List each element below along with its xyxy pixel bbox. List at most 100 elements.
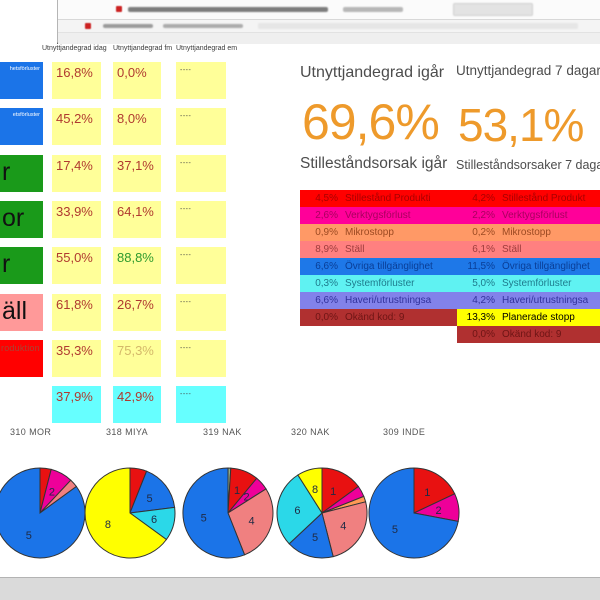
- downtime-yesterday-title: Stilleståndsorsak igår: [300, 155, 448, 172]
- legend-row: 13,3% Planerade stopp: [457, 309, 600, 326]
- legend-row: 0,2% Mikrostopp: [457, 224, 600, 241]
- legend-row: 6,1% Ställ: [457, 241, 600, 258]
- legend-pct: 0,0%: [472, 329, 495, 340]
- svg-text:2: 2: [436, 505, 442, 517]
- table-cell: ----: [176, 340, 226, 377]
- svg-text:5: 5: [392, 524, 398, 536]
- kpi-yesterday-value: 69,6%: [302, 94, 440, 150]
- svg-text:5: 5: [147, 493, 153, 505]
- svg-text:1: 1: [234, 485, 240, 497]
- pie-chart-title: 318 MIYA: [106, 427, 149, 437]
- address-text-placeholder: [103, 24, 153, 28]
- legend-pct: 0,2%: [472, 227, 495, 238]
- legend-row: 5,0% Systemförluster: [457, 275, 600, 292]
- svg-text:8: 8: [105, 519, 111, 531]
- table-column-header: Utnyttjandegrad fm: [113, 45, 173, 52]
- legend-label: Mikrostopp: [345, 227, 394, 238]
- legend-pct: 6,1%: [472, 244, 495, 255]
- table-cell: 61,8%: [52, 294, 101, 331]
- svg-text:5: 5: [201, 513, 207, 525]
- legend-row: 4,2% Stillestånd Produkt: [457, 190, 600, 207]
- legend-row: 0,0% Okänd kod: 9: [457, 326, 600, 343]
- legend-pct: 2,6%: [315, 210, 338, 221]
- legend-label: Okänd kod: 9: [502, 329, 562, 340]
- table-cell: 8,0%: [113, 108, 161, 145]
- legend-pct: 4,5%: [315, 193, 338, 204]
- bookmarks-bar: [58, 33, 600, 44]
- table-cell: ----: [176, 386, 226, 423]
- legend-row: 0,3% Systemförluster: [300, 275, 458, 292]
- address-field-placeholder[interactable]: [258, 23, 578, 29]
- row-label-cell: r: [0, 155, 43, 192]
- browser-address-bar[interactable]: [58, 20, 600, 33]
- row-label-cell: etsförluster: [0, 108, 43, 145]
- legend-label: Stillestånd Produkt: [502, 193, 586, 204]
- legend-pct: 0,0%: [315, 312, 338, 323]
- browser-tab-bar[interactable]: [58, 0, 600, 20]
- row-label-cell: äll: [0, 294, 43, 331]
- table-cell: ----: [176, 62, 226, 99]
- svg-text:6: 6: [151, 514, 157, 526]
- svg-text:5: 5: [26, 530, 32, 542]
- legend-row: 4,5% Stillestånd Produkti: [300, 190, 458, 207]
- legend-pct: 0,3%: [315, 278, 338, 289]
- legend-pct: 11,5%: [467, 261, 495, 272]
- legend-label: Stillestånd Produkti: [345, 193, 431, 204]
- legend-label: Mikrostopp: [502, 227, 551, 238]
- legend-row: 2,6% Verktygsförlust: [300, 207, 458, 224]
- tab-favicon-icon: [116, 6, 122, 12]
- svg-text:6: 6: [294, 505, 300, 517]
- legend-week: 4,2% Stillestånd Produkt 2,2% Verktygsförlu…: [457, 190, 600, 343]
- table-cell: 16,8%: [52, 62, 101, 99]
- pie-chart-title: 309 INDE: [383, 427, 426, 437]
- table-cell: ----: [176, 247, 226, 284]
- legend-label: Verktygsförlust: [345, 210, 411, 221]
- legend-pct: 6,6%: [315, 295, 338, 306]
- legend-row: 6,6% Haveri/utrustningsa: [300, 292, 458, 309]
- svg-text:8: 8: [312, 484, 318, 496]
- pie-chart-title: 320 NAK: [291, 427, 330, 437]
- address-text-placeholder: [163, 24, 243, 28]
- legend-row: 8,9% Ställ: [300, 241, 458, 258]
- table-cell: 45,2%: [52, 108, 101, 145]
- legend-pct: 13,3%: [466, 312, 495, 323]
- window-controls-placeholder[interactable]: [453, 3, 533, 16]
- svg-text:1: 1: [424, 487, 430, 499]
- svg-text:2: 2: [49, 486, 55, 498]
- legend-pct: 8,9%: [315, 244, 338, 255]
- browser-chrome: [57, 0, 600, 44]
- table-cell: 26,7%: [113, 294, 161, 331]
- table-cell: 42,9%: [113, 386, 161, 423]
- table-cell: 33,9%: [52, 201, 101, 238]
- row-label-cell: or: [0, 201, 43, 238]
- legend-label: Övriga tillgänglighet: [502, 261, 590, 272]
- legend-label: Okänd kod: 9: [345, 312, 405, 323]
- legend-pct: 6,6%: [315, 261, 338, 272]
- legend-pct: 4,2%: [472, 295, 495, 306]
- table-cell: 37,9%: [52, 386, 101, 423]
- tab-placeholder[interactable]: [343, 7, 403, 12]
- kpi-week-title: Utnyttjandegrad 7 dagar: [456, 63, 600, 78]
- legend-label: Ställ: [345, 244, 365, 255]
- row-label-cell: roduktion: [0, 340, 43, 377]
- address-favicon-icon: [85, 23, 91, 29]
- legend-pct: 0,9%: [315, 227, 338, 238]
- table-cell: 17,4%: [52, 155, 101, 192]
- legend-row: 11,5% Övriga tillgänglighet: [457, 258, 600, 275]
- legend-label: Verktygsförlust: [502, 210, 568, 221]
- tab-title-placeholder[interactable]: [128, 7, 328, 12]
- svg-text:2: 2: [244, 492, 250, 504]
- taskbar: [0, 577, 600, 600]
- table-cell: 75,3%: [113, 340, 161, 377]
- table-cell: 37,1%: [113, 155, 161, 192]
- legend-row: 4,2% Haveri/utrustningsa: [457, 292, 600, 309]
- table-cell: ----: [176, 294, 226, 331]
- pie-chart: 5 6 8: [84, 467, 176, 559]
- downtime-week-title: Stilleståndsorsaker 7 dagar: [456, 158, 600, 172]
- legend-label: Haveri/utrustningsa: [502, 295, 589, 306]
- kpi-yesterday-title: Utnyttjandegrad igår: [300, 64, 445, 81]
